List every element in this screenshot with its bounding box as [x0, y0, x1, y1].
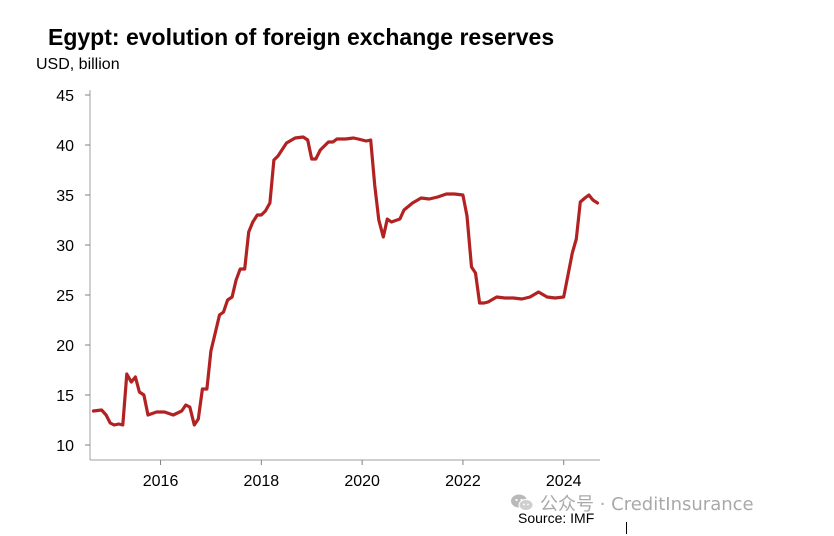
y-tick-label: 30: [56, 238, 74, 255]
watermark-text: 公众号 · CreditInsurance: [540, 494, 754, 515]
y-tick-label: 40: [56, 138, 74, 155]
x-tick-label: 2020: [344, 473, 380, 490]
unit-label: USD, billion: [36, 56, 120, 73]
wechat-icon: [511, 494, 534, 511]
ticks: 10 15 20 25 30 35 40 45 2016 2018 2020 2022 2024: [56, 88, 581, 490]
y-tick-label: 10: [56, 438, 74, 455]
series-layer: [91, 135, 600, 427]
text-cursor: [626, 522, 627, 534]
x-tick-label: 2018: [244, 473, 280, 490]
y-tick-label: 45: [56, 88, 74, 105]
x-tick-label: 2016: [143, 473, 179, 490]
axes: [89, 90, 600, 461]
x-tick-label: 2022: [445, 473, 481, 490]
chart-title: Egypt: evolution of foreign exchange res…: [48, 24, 555, 50]
watermark: 公众号 · CreditInsurance: [510, 490, 754, 516]
y-tick-label: 15: [56, 388, 74, 405]
y-tick-label: 20: [56, 338, 74, 355]
reserves-series-line: [91, 135, 600, 427]
y-tick-label: 25: [56, 288, 74, 305]
source-note: Source: IMF: [518, 510, 595, 526]
y-tick-label: 35: [56, 188, 74, 205]
x-tick-label: 2024: [546, 473, 582, 490]
